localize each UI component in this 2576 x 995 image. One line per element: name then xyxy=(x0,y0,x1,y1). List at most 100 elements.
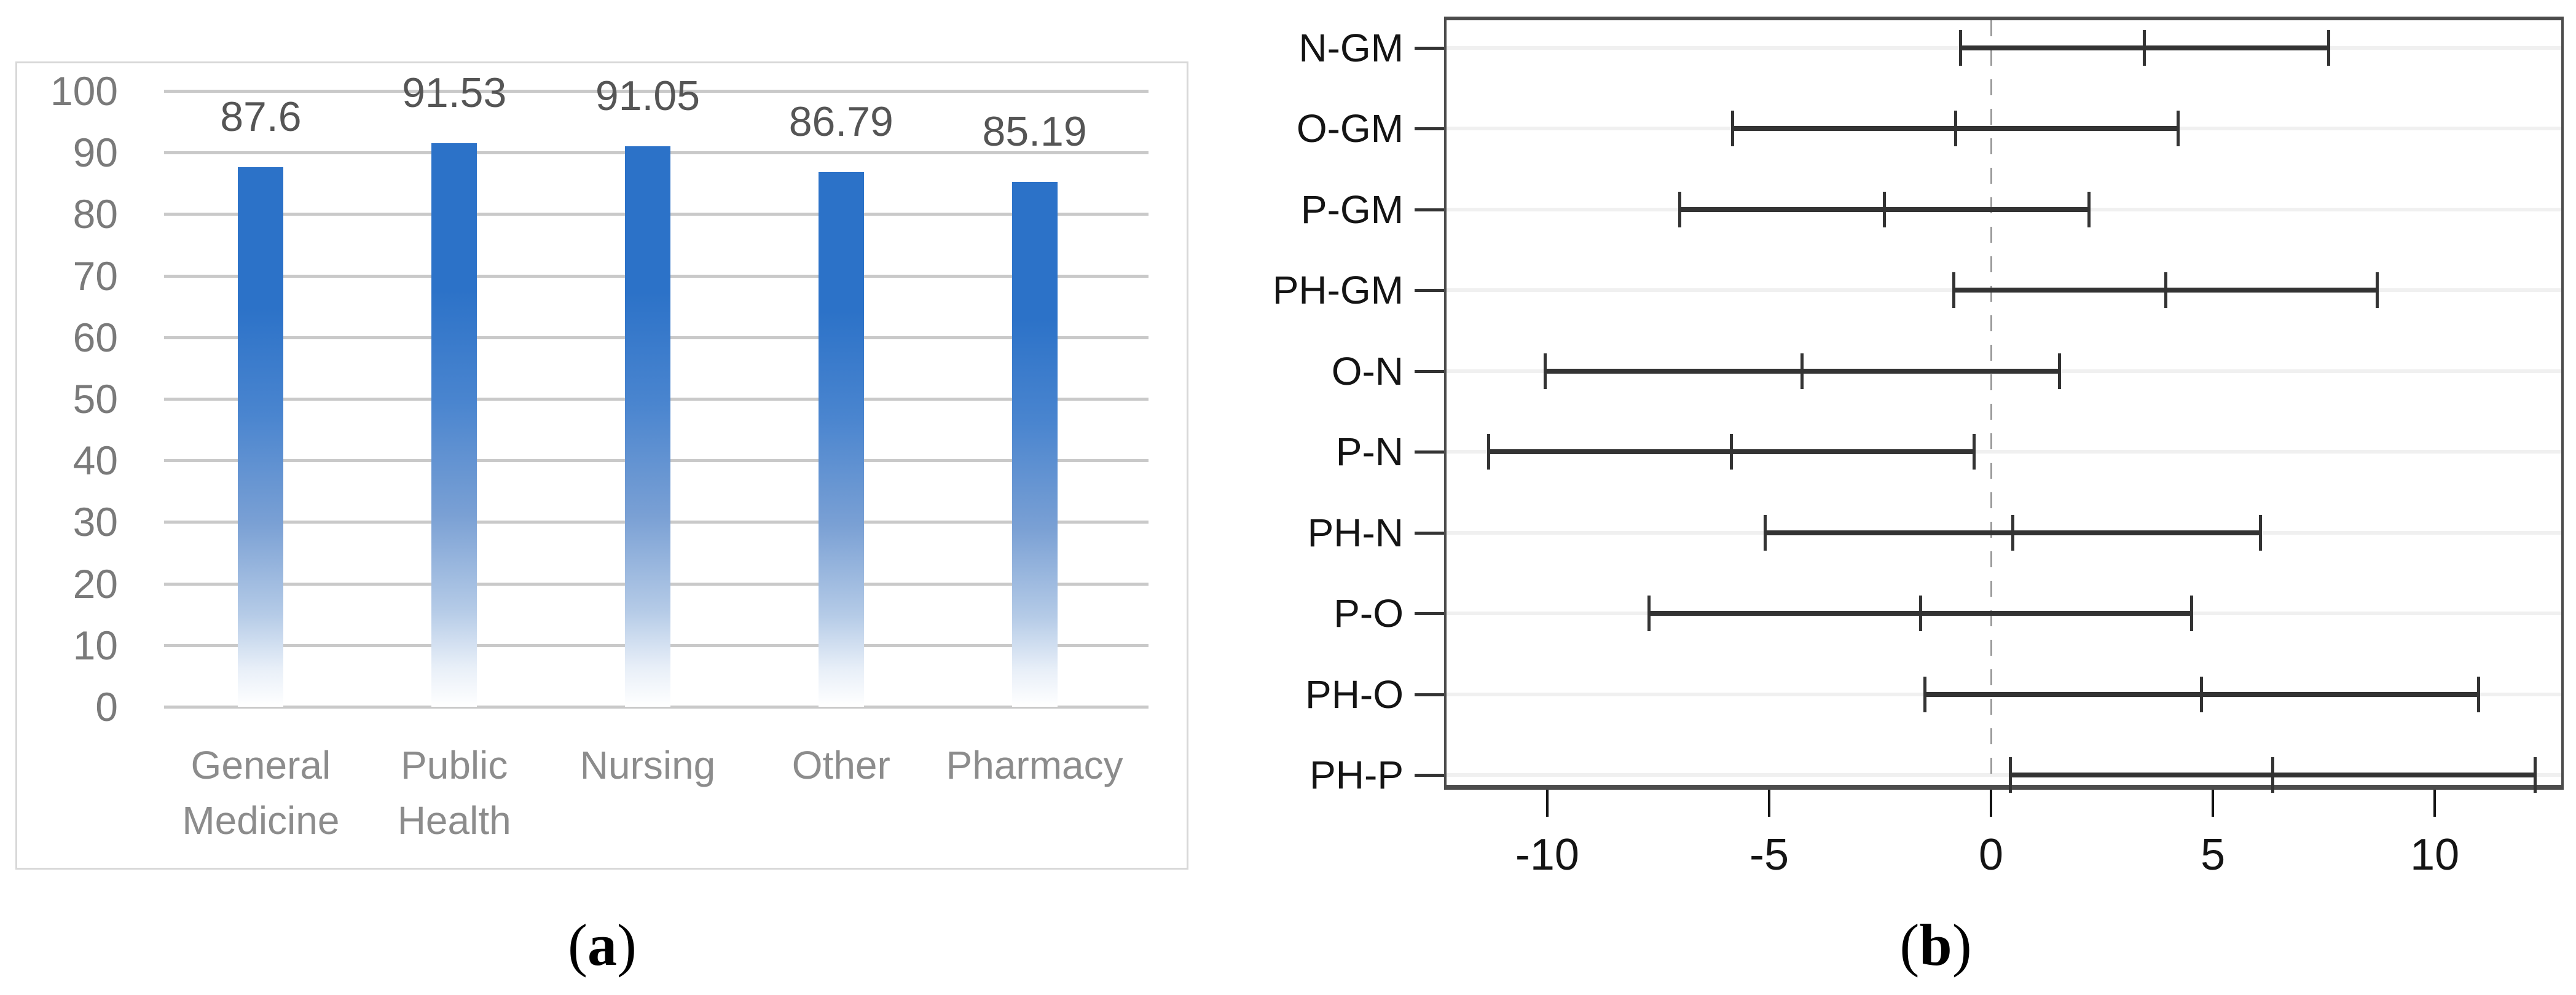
caption-a-close-paren: ) xyxy=(617,912,637,978)
x-tick-label: 5 xyxy=(2201,830,2226,879)
interval-cap-low xyxy=(1958,30,1962,66)
interval-cap-low xyxy=(1731,111,1735,147)
x-axis-tick xyxy=(1545,790,1549,817)
row-axis-tick xyxy=(1415,612,1444,616)
x-tick-label: -5 xyxy=(1749,830,1789,879)
zero-reference-line xyxy=(1990,20,1993,785)
caption-a: (a) xyxy=(418,908,787,982)
row-label: O-GM xyxy=(1296,106,1404,151)
x-axis-tick xyxy=(2433,790,2437,817)
category-label-line: Medicine xyxy=(182,798,340,843)
y-tick-label: 100 xyxy=(50,68,118,114)
row-axis-tick xyxy=(1415,693,1444,696)
x-axis-tick xyxy=(2212,790,2215,817)
row-label: PH-O xyxy=(1305,672,1404,717)
bar xyxy=(1011,182,1058,707)
caption-a-open-paren: ( xyxy=(568,912,587,978)
row-grid-line xyxy=(1447,773,2561,777)
x-tick-label: 10 xyxy=(2410,830,2460,879)
category-label-line: Public xyxy=(401,743,508,787)
y-tick-label: 50 xyxy=(73,376,118,422)
interval-cap-low xyxy=(1486,434,1490,470)
interval-cap-low xyxy=(1678,191,1682,227)
bar-value-label: 91.05 xyxy=(595,72,701,119)
interval-cap-high xyxy=(2087,191,2091,227)
interval-chart-panel: N-GM O-GM P-GM PH-GM O-N P-N PH-N P-O PH-O PH-P -1… xyxy=(1273,17,2564,879)
x-axis-tick xyxy=(1767,790,1770,817)
interval-center-tick xyxy=(1918,596,1922,632)
category-label: General Medicine xyxy=(125,737,396,848)
row-axis-tick xyxy=(1415,531,1444,535)
y-tick-label: 30 xyxy=(73,499,118,545)
caption-a-letter: a xyxy=(587,912,617,978)
caption-b-letter: b xyxy=(1919,912,1952,978)
y-tick-label: 10 xyxy=(73,622,118,668)
row-axis-tick xyxy=(1415,208,1444,211)
bar-value-label: 86.79 xyxy=(788,98,893,146)
interval-cap-high xyxy=(2327,30,2330,66)
interval-cap-high xyxy=(2177,111,2180,147)
y-tick-label: 20 xyxy=(73,560,118,607)
row-label: O-N xyxy=(1331,348,1404,393)
interval-center-tick xyxy=(1729,434,1733,470)
interval-chart-plot-area: N-GM O-GM P-GM PH-GM O-N P-N PH-N P-O PH-O PH-P -1… xyxy=(1273,20,2561,879)
category-label: Other xyxy=(706,737,976,793)
row-label: N-GM xyxy=(1298,26,1404,70)
row-label: P-O xyxy=(1333,591,1404,636)
row-axis-tick xyxy=(1415,47,1444,50)
interval-center-tick xyxy=(1883,191,1887,227)
bar xyxy=(818,172,864,707)
category-label-line: Nursing xyxy=(579,743,716,787)
caption-b-open-paren: ( xyxy=(1899,912,1920,978)
x-tick-label: -10 xyxy=(1515,830,1579,879)
y-tick-label: 0 xyxy=(95,684,118,730)
bar-chart-panel: 0 10 20 30 40 50 60 70 80 90 100 87.6 General Medicin… xyxy=(15,61,1188,870)
bar xyxy=(625,146,670,707)
row-label: P-N xyxy=(1335,430,1404,474)
interval-cap-high xyxy=(2258,514,2262,551)
interval-center-tick xyxy=(2164,272,2167,309)
category-label: Pharmacy xyxy=(900,737,1170,793)
x-axis-tick xyxy=(1990,790,1993,817)
category-label-line: Pharmacy xyxy=(946,743,1123,787)
interval-cap-low xyxy=(2009,757,2012,793)
x-tick-label: 0 xyxy=(1979,830,2004,879)
row-label: PH-GM xyxy=(1272,268,1404,313)
interval-center-tick xyxy=(2143,30,2146,66)
bar-value-label: 87.6 xyxy=(220,93,302,141)
interval-cap-high xyxy=(2190,596,2194,632)
grid-line xyxy=(164,706,1149,709)
category-label: Nursing xyxy=(512,737,783,793)
interval-cap-low xyxy=(1763,514,1767,551)
row-axis-tick xyxy=(1415,369,1444,373)
interval-cap-low xyxy=(1952,272,1956,309)
category-label-line: Other xyxy=(791,743,890,787)
row-label: PH-N xyxy=(1307,510,1404,555)
category-label-line: General xyxy=(190,743,331,787)
row-label: PH-P xyxy=(1310,753,1404,798)
row-axis-tick xyxy=(1415,127,1444,131)
y-tick-label: 70 xyxy=(73,253,118,299)
y-tick-label: 90 xyxy=(73,130,118,176)
caption-b: (b) xyxy=(1751,908,2120,982)
interval-cap-high xyxy=(1972,434,1976,470)
interval-cap-high xyxy=(2476,676,2480,712)
interval-cap-high xyxy=(2533,757,2537,793)
interval-center-tick xyxy=(2271,757,2274,793)
row-axis-tick xyxy=(1415,774,1444,777)
y-tick-label: 80 xyxy=(73,191,118,237)
row-axis-tick xyxy=(1415,289,1444,293)
category-label-line: Health xyxy=(397,798,511,843)
y-tick-label: 60 xyxy=(73,314,118,360)
row-label: P-GM xyxy=(1300,187,1404,232)
caption-b-close-paren: ) xyxy=(1952,912,1972,978)
interval-center-tick xyxy=(2011,514,2014,551)
interval-cap-low xyxy=(1923,676,1926,712)
interval-cap-high xyxy=(2376,272,2379,309)
row-axis-tick xyxy=(1415,450,1444,454)
interval-center-tick xyxy=(1954,111,1957,147)
interval-center-tick xyxy=(1800,353,1804,389)
bar-value-label: 85.19 xyxy=(982,108,1087,155)
bar xyxy=(238,167,284,707)
